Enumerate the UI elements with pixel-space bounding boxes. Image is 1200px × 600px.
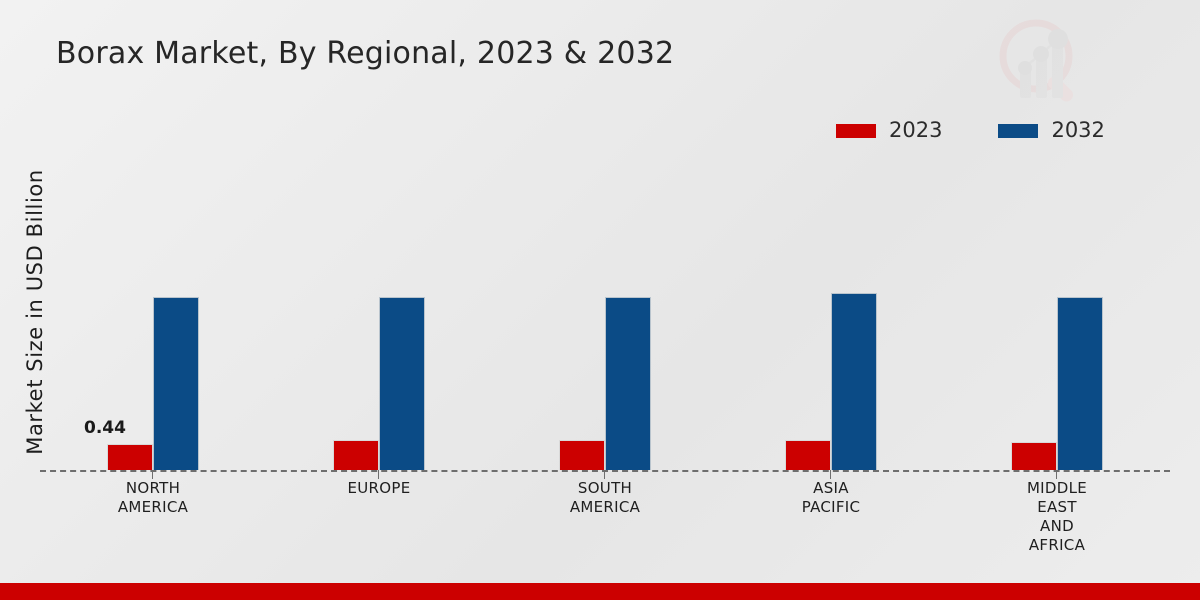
bar-groups: 0.44 <box>40 160 1170 479</box>
legend-label-2032: 2032 <box>1051 118 1105 142</box>
chart-legend: 2023 2032 <box>836 120 1105 141</box>
x-axis-tick <box>1056 470 1057 479</box>
x-axis-label-south-america: SOUTH AMERICA <box>492 479 718 555</box>
x-axis-label-line: AFRICA <box>1028 536 1086 554</box>
x-axis-label-line: EUROPE <box>347 479 411 497</box>
bars <box>40 160 266 470</box>
bar-2032-south-america[interactable] <box>605 297 651 470</box>
bar-2032-asia-pacific[interactable] <box>831 293 877 470</box>
legend-item-2032[interactable]: 2032 <box>998 118 1105 142</box>
bar-2023-europe[interactable] <box>333 440 379 470</box>
x-axis-label-line: SOUTH <box>577 479 633 497</box>
bar-value-label-north-america: 0.44 <box>84 418 126 438</box>
bar-group-asia-pacific <box>718 160 944 479</box>
x-axis-label-asia-pacific: ASIA PACIFIC <box>718 479 944 555</box>
watermark-logo-icon <box>992 12 1092 112</box>
x-axis-label-line: MIDDLE <box>1026 479 1088 497</box>
bar-group-north-america: 0.44 <box>40 160 266 479</box>
footer-accent-bar <box>0 583 1200 600</box>
x-axis-label-line: NORTH <box>125 479 181 497</box>
bar-2032-north-america[interactable] <box>153 297 199 470</box>
bars <box>492 160 718 470</box>
x-axis-label-line: PACIFIC <box>801 498 861 516</box>
bar-2023-middle-east-and-africa[interactable] <box>1011 442 1057 470</box>
x-axis-labels: NORTH AMERICA EUROPE SOUTH AMERICA ASIA … <box>40 479 1170 555</box>
plot-area: 0.44 <box>40 160 1170 479</box>
bar-group-middle-east-and-africa <box>944 160 1170 479</box>
x-axis-label-europe: EUROPE <box>266 479 492 555</box>
x-axis-tick <box>152 470 153 479</box>
bar-2032-middle-east-and-africa[interactable] <box>1057 297 1103 470</box>
x-axis-label-line: AND <box>1040 517 1074 535</box>
x-axis-tick <box>604 470 605 479</box>
x-axis-label-line: AMERICA <box>569 498 641 516</box>
bar-2023-south-america[interactable] <box>559 440 605 470</box>
x-axis-label-middle-east-and-africa: MIDDLE EAST AND AFRICA <box>944 479 1170 555</box>
bar-group-europe <box>266 160 492 479</box>
page-title: Borax Market, By Regional, 2023 & 2032 <box>56 36 675 71</box>
legend-swatch-2023 <box>836 123 876 138</box>
legend-swatch-2032 <box>998 123 1039 138</box>
x-axis-label-line: ASIA <box>813 479 849 497</box>
bar-group-south-america <box>492 160 718 479</box>
legend-label-2023: 2023 <box>889 118 943 142</box>
bar-2032-europe[interactable] <box>379 297 425 470</box>
bar-2023-north-america[interactable] <box>107 444 153 470</box>
bars <box>718 160 944 470</box>
bar-2023-asia-pacific[interactable] <box>785 440 831 470</box>
x-axis-tick <box>830 470 831 479</box>
x-axis-tick <box>378 470 379 479</box>
legend-item-2023[interactable]: 2023 <box>836 120 942 141</box>
x-axis-label-north-america: NORTH AMERICA <box>40 479 266 555</box>
bars <box>944 160 1170 470</box>
x-axis-label-line: AMERICA <box>117 498 189 516</box>
bars <box>266 160 492 470</box>
x-axis-baseline <box>40 470 1170 472</box>
x-axis-label-line: EAST <box>1037 498 1077 516</box>
